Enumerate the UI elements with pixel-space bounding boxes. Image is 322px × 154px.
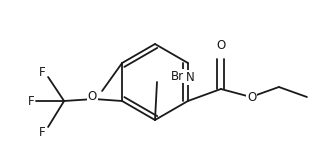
Text: F: F — [27, 95, 34, 107]
Text: F: F — [38, 65, 45, 79]
Text: O: O — [88, 89, 97, 103]
Text: F: F — [38, 126, 45, 138]
Text: O: O — [247, 91, 257, 103]
Text: N: N — [185, 71, 194, 84]
Text: O: O — [216, 39, 225, 52]
Text: Br: Br — [171, 69, 184, 83]
